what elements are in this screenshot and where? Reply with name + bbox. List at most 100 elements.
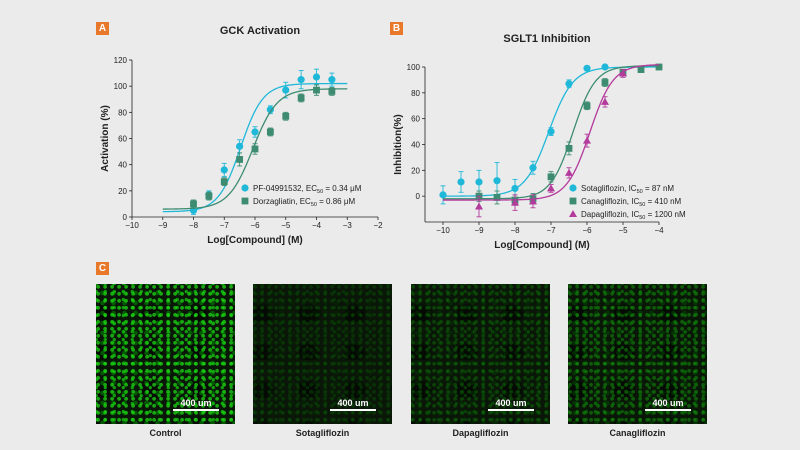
data-point — [251, 145, 259, 153]
micrograph-label-dapagliflozin: Dapagliflozin — [452, 428, 509, 438]
y-tick-label: 40 — [411, 141, 420, 150]
scale-bar: 400 um — [488, 398, 534, 411]
data-point — [236, 156, 244, 163]
chart-title: GCK Activation — [220, 25, 301, 37]
legend-label-canagliflozin-ic50-410-nm: Canagliflozin, IC50 = 410 nM — [581, 197, 682, 208]
scale-bar: 400 um — [330, 398, 376, 411]
x-tick-label: −6 — [250, 221, 260, 230]
data-point — [457, 178, 465, 186]
scale-bar: 400 um — [173, 398, 219, 411]
legend-marker-canagliflozin — [569, 197, 577, 205]
data-point — [601, 63, 609, 71]
scale-bar-label: 400 um — [652, 398, 684, 408]
x-axis-label: Log[Compound] (M) — [207, 235, 303, 246]
y-tick-label: 120 — [114, 56, 128, 65]
data-point — [511, 184, 519, 193]
legend-label-sotagliflozin-ic50-87-nm: Sotagliflozin, IC50 = 87 nM — [581, 184, 674, 195]
scale-bar-label: 400 um — [337, 398, 369, 408]
y-tick-label: 40 — [118, 161, 127, 170]
series-dorzagliatin — [162, 84, 348, 210]
data-point — [493, 194, 501, 201]
panel-a-badge: A — [96, 22, 109, 35]
y-tick-label: 80 — [411, 89, 420, 98]
micrograph-sotagliflozin: 400 um — [253, 284, 392, 424]
micrograph-label-control: Control — [149, 428, 182, 438]
data-point — [313, 86, 320, 94]
legend-label-dorzagliatin-ec50-0-86-m: Dorzagliatin, EC50 = 0.86 μM — [253, 197, 355, 208]
y-tick-label: 60 — [118, 135, 127, 144]
data-point — [583, 136, 591, 144]
data-point — [266, 128, 274, 136]
scale-bar-label: 400 um — [180, 398, 212, 408]
data-point — [565, 168, 573, 176]
y-tick-label: 20 — [118, 187, 127, 196]
chart-title: SGLT1 Inhibition — [503, 33, 590, 45]
data-point — [565, 144, 573, 152]
data-point — [251, 128, 259, 136]
data-point — [601, 79, 609, 86]
y-tick-label: 100 — [407, 63, 421, 72]
legend-label-dapagliflozin-ic50-1200-nm: Dapagliflozin, IC50 = 1200 nM — [581, 210, 686, 221]
data-point — [282, 112, 290, 120]
data-point — [220, 166, 228, 174]
data-point — [493, 177, 501, 185]
y-axis-label: Inhibition(%) — [393, 114, 404, 175]
x-tick-label: −8 — [510, 226, 520, 235]
data-point — [236, 142, 244, 150]
data-point — [439, 191, 447, 199]
data-point — [297, 76, 305, 84]
data-point — [547, 173, 555, 181]
series-sotagliflozin — [439, 63, 660, 205]
x-tick-label: −5 — [618, 226, 628, 235]
x-tick-label: −5 — [281, 221, 291, 230]
data-point — [266, 106, 274, 114]
scale-bar: 400 um — [645, 398, 691, 411]
legend-marker-sotagliflozin — [569, 184, 577, 192]
data-point — [511, 198, 519, 206]
data-point — [205, 192, 213, 200]
legend-marker-dorzagliatin — [241, 197, 249, 205]
panel-c-badge: C — [96, 262, 109, 275]
x-tick-label: −8 — [189, 221, 199, 230]
x-tick-label: −3 — [343, 221, 353, 230]
y-tick-label: 0 — [123, 213, 128, 222]
data-point — [328, 88, 336, 95]
micrograph-canagliflozin: 400 um — [568, 284, 707, 424]
micrograph-control: 400 um — [96, 284, 235, 424]
data-point — [529, 197, 537, 205]
data-point — [328, 76, 336, 84]
x-tick-label: −9 — [158, 221, 168, 230]
x-tick-label: −9 — [474, 226, 484, 235]
legend-marker-dapagliflozin — [569, 210, 577, 217]
micrograph-label-canagliflozin: Canagliflozin — [609, 428, 666, 438]
x-tick-label: −7 — [546, 226, 556, 235]
x-tick-label: −2 — [373, 221, 383, 230]
data-point — [220, 178, 228, 186]
y-tick-label: 100 — [114, 82, 128, 91]
data-point — [565, 80, 573, 88]
data-point — [297, 94, 305, 102]
data-point — [312, 73, 321, 81]
x-tick-label: −4 — [654, 226, 664, 235]
panel-b-badge: B — [390, 22, 403, 35]
x-tick-label: −7 — [220, 221, 230, 230]
data-point — [583, 64, 591, 72]
data-point — [529, 164, 537, 172]
data-point — [583, 102, 591, 110]
micrograph-dapagliflozin: 400 um — [411, 284, 550, 424]
data-point — [547, 127, 555, 136]
x-axis-label: Log[Compound] (M) — [494, 240, 590, 251]
x-tick-label: −10 — [125, 221, 139, 230]
legend-label-pf-04991532-ec50-0-34-m: PF-04991532, EC50 = 0.34 μM — [253, 184, 362, 195]
y-tick-label: 0 — [416, 192, 421, 201]
x-tick-label: −10 — [436, 226, 450, 235]
data-point — [655, 63, 663, 71]
data-point — [619, 69, 627, 77]
data-point — [547, 184, 555, 192]
x-tick-label: −6 — [582, 226, 592, 235]
y-axis-label: Activation (%) — [100, 105, 111, 172]
x-tick-label: −4 — [312, 221, 322, 230]
legend-marker-pf-04991532 — [241, 184, 249, 192]
